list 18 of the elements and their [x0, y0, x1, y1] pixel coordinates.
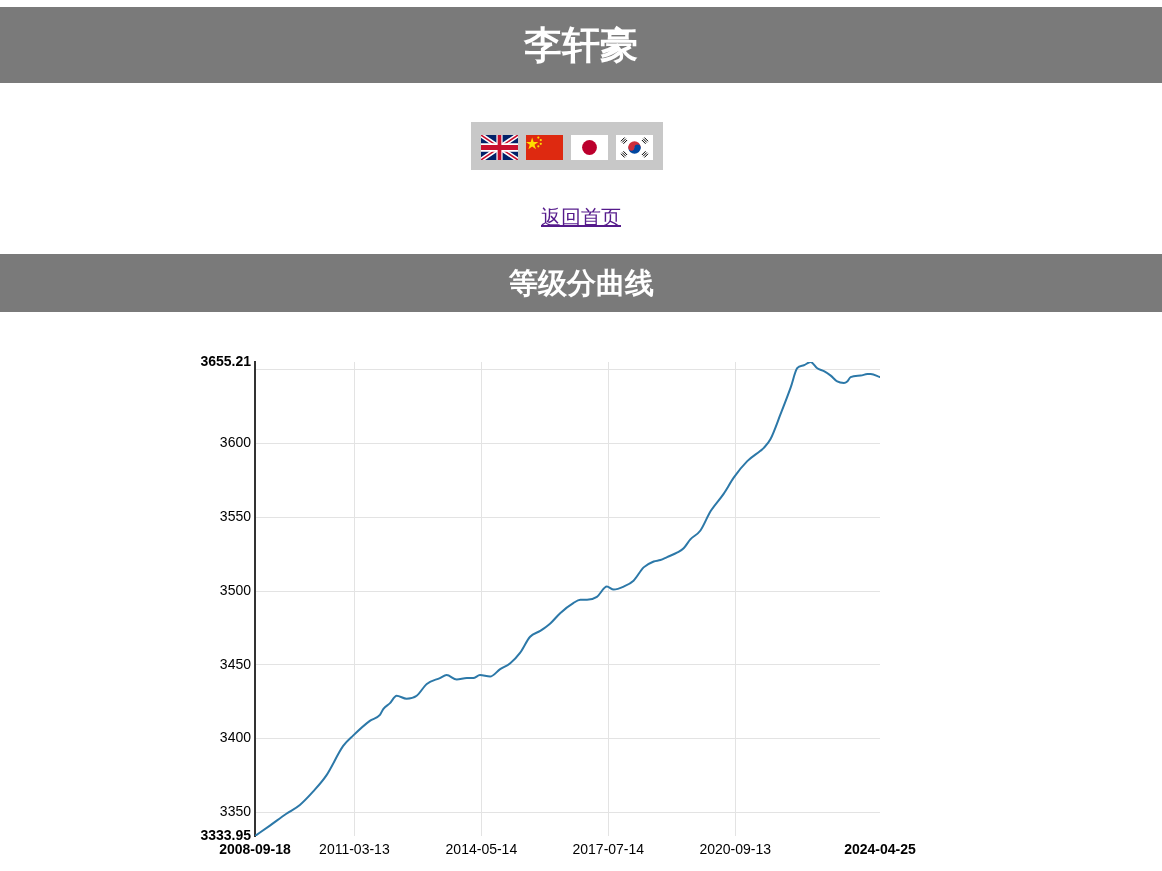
y-tick-label: 3450 [219, 655, 252, 672]
chart-title: 李轩豪 [0, 7, 1162, 83]
y-tick-label: 3400 [219, 729, 252, 746]
x-tick-label: 2024-04-25 [844, 841, 917, 858]
y-tick-label: 3550 [219, 508, 252, 525]
y-tick-label: 3500 [219, 581, 252, 598]
chart-subtitle: 等级分曲线 [0, 254, 1162, 312]
x-tick-label: 2020-09-13 [699, 841, 772, 858]
text: 返回首页 [541, 206, 621, 228]
y-tick-label: 3655.21 [200, 352, 252, 369]
x-tick-label: 2011-03-13 [319, 841, 390, 858]
y-tick-label: 3350 [219, 803, 252, 820]
x-tick-label: 2017-07-14 [572, 841, 645, 858]
x-tick-label: 2008-09-18 [219, 841, 292, 858]
y-tick-label: 3333.95 [200, 826, 252, 843]
y-tick-label: 3600 [219, 434, 252, 451]
line-series [255, 362, 880, 836]
x-tick-label: 2014-05-14 [445, 841, 518, 858]
